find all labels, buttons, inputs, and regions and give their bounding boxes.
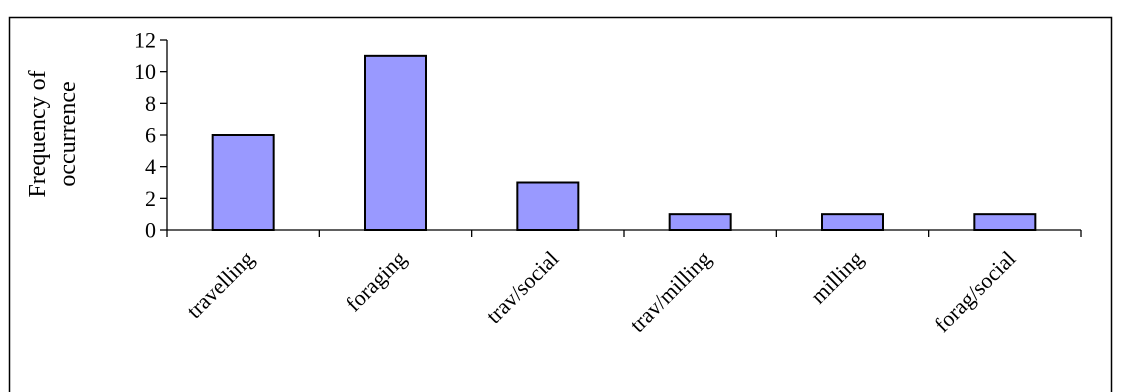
y-tick-label: 10 [134,59,156,84]
y-axis-title: Frequency of occurrence [25,70,81,197]
y-tick-label: 2 [145,186,156,211]
y-axis-title-line-1: Frequency of [25,70,51,197]
y-tick-label: 6 [145,123,156,148]
bar-trav-milling [668,213,732,232]
bar-trav-social [516,181,580,231]
y-axis-ticks: 0 2 4 6 8 10 12 [134,28,167,243]
y-tick-label: 12 [134,28,156,53]
y-tick-label: 0 [145,218,156,243]
y-tick-label: 4 [145,154,156,179]
bar-forag-social [973,213,1037,232]
y-axis-title-line-2: occurrence [55,81,81,186]
bar-travelling [211,134,275,231]
axes [166,40,1082,237]
bar-milling [821,213,884,232]
y-tick-label: 8 [145,91,156,116]
bar-foraging [364,54,427,232]
